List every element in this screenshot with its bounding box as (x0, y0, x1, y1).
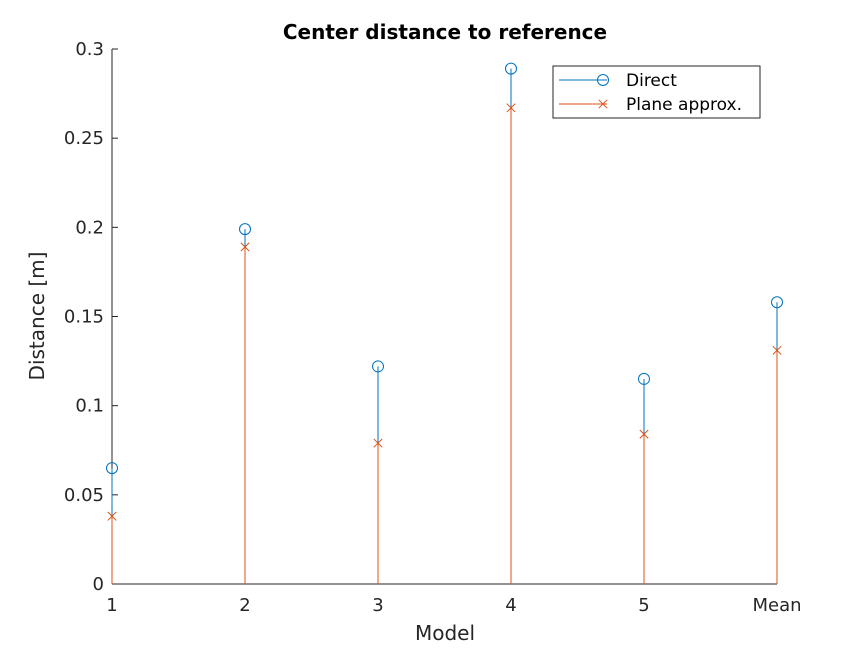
stem-point-cross (772, 345, 782, 355)
legend-box (552, 65, 761, 119)
y-tick-label: 0.15 (64, 307, 104, 328)
y-tick-label: 0.25 (64, 128, 104, 149)
series-plane-approx (107, 103, 782, 584)
stem-point-circle (106, 462, 118, 475)
x-tick-label: Mean (752, 595, 801, 616)
y-axis-label: Distance [m] (25, 252, 49, 381)
stem-point-cross (373, 438, 383, 448)
legend-marker-cross (598, 99, 608, 109)
stem-point-circle (505, 62, 517, 75)
series-direct (106, 62, 783, 584)
chart-title: Center distance to reference (283, 20, 607, 44)
stem-point-cross (639, 429, 649, 439)
x-tick-label: 4 (505, 595, 516, 616)
y-tick-label: 0.1 (75, 396, 104, 417)
legend-entry: Plane approx. (559, 95, 742, 115)
y-tick-label: 0.05 (64, 485, 104, 506)
x-tick-label: 3 (372, 595, 383, 616)
y-tick-label: 0.2 (75, 217, 104, 238)
stem-point-cross (107, 511, 117, 521)
legend: Direct Plane approx. (552, 65, 761, 119)
plot-area (111, 49, 777, 585)
y-tick-label: 0.3 (75, 39, 104, 60)
stem-point-circle (638, 372, 650, 385)
x-tick-label: 2 (239, 595, 250, 616)
x-tick-label: 5 (638, 595, 649, 616)
stems (106, 62, 783, 584)
stem-point-circle (239, 223, 251, 236)
legend-label: Plane approx. (626, 95, 742, 115)
y-tick-label: 0 (93, 574, 104, 595)
legend-marker-circle (597, 74, 609, 86)
y-axis: 0 0.05 0.1 0.15 0.2 0.25 0.3 (64, 39, 118, 595)
stem-point-circle (372, 360, 384, 373)
x-tick-label: 1 (106, 595, 117, 616)
legend-label: Direct (626, 71, 677, 91)
stem-point-cross (240, 242, 250, 252)
stem-point-cross (506, 103, 516, 113)
x-axis-label: Model (415, 621, 475, 645)
legend-entry: Direct (559, 71, 677, 91)
stem-point-circle (771, 296, 783, 309)
